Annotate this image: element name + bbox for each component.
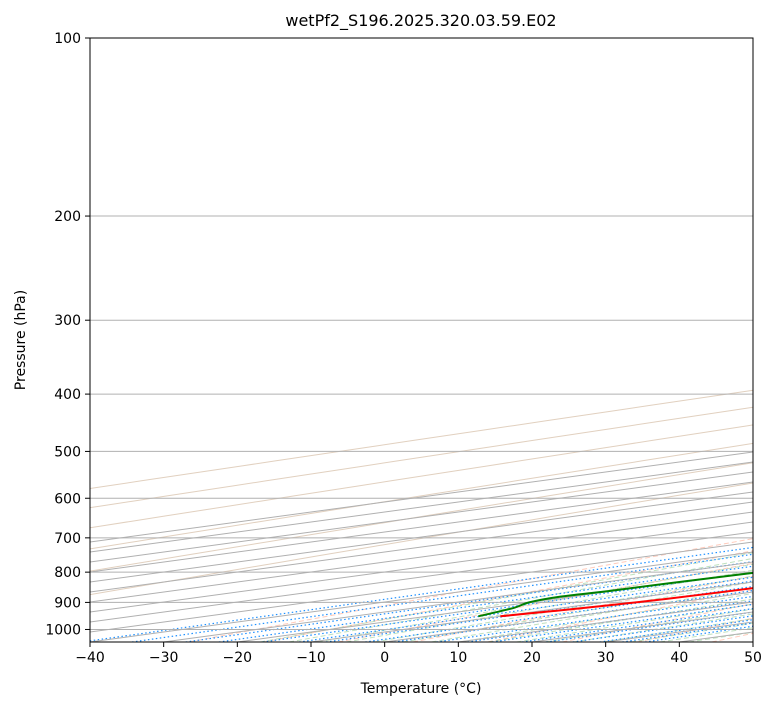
y-tick-label: 800 (54, 565, 81, 581)
moist-adiabat (260, 552, 753, 642)
mixing-ratio-line (365, 585, 753, 642)
dry-adiabat (562, 603, 753, 642)
dry-adiabat-cold (90, 462, 753, 572)
x-tick-label: 10 (449, 650, 467, 666)
y-tick-label: 400 (54, 387, 81, 403)
isotherm-line (90, 531, 753, 623)
isotherm-line (90, 541, 753, 633)
isotherm-line (752, 641, 753, 642)
isotherm-line (90, 511, 753, 603)
x-tick-label: −30 (149, 650, 179, 666)
y-tick-label: 600 (54, 491, 81, 507)
y-tick-label: 1000 (45, 622, 81, 638)
y-tick-label: 100 (54, 31, 81, 47)
y-tick-label: 500 (54, 444, 81, 460)
isotherm-line (531, 611, 753, 642)
isotherm-line (90, 551, 753, 642)
isotherm-line (90, 521, 753, 613)
isotherm-line (90, 471, 753, 563)
dry-adiabat (263, 550, 753, 642)
x-tick-label: −40 (75, 650, 105, 666)
dry-adiabat-cold (90, 482, 753, 596)
dry-adiabat (487, 589, 753, 642)
isotherm-line (90, 491, 753, 583)
chart-title: wetPf2_S196.2025.320.03.59.E02 (285, 11, 556, 31)
x-tick-label: −20 (223, 650, 253, 666)
moist-adiabat (403, 581, 753, 642)
plot-frame (89, 37, 754, 643)
x-axis-label: Temperature (°C) (360, 681, 482, 697)
grid-lines (90, 38, 753, 642)
isotherm-line (310, 581, 753, 642)
y-axis-label: Pressure (hPa) (13, 290, 29, 390)
isotherm-line (384, 591, 753, 642)
x-tick-label: 20 (523, 650, 541, 666)
moist-adiabat (459, 592, 753, 642)
isotherm-line (90, 501, 753, 593)
moist-adiabat (288, 557, 753, 642)
isotherm-line (605, 621, 753, 642)
dry-adiabat (711, 632, 753, 642)
y-tick-label: 700 (54, 531, 81, 547)
moist-adiabat (487, 598, 753, 642)
x-tick-label: 30 (597, 650, 615, 666)
axes: −40 −30 −20 −10 0 10 20 30 40 50 100 200 300 400 500 60… (45, 31, 762, 666)
y-tick-label: 900 (54, 595, 81, 611)
x-tick-label: 0 (380, 650, 389, 666)
mixing-ratio-line (262, 571, 753, 642)
x-tick-label: 50 (744, 650, 762, 666)
dry-adiabat (636, 617, 753, 642)
x-tick-label: −10 (296, 650, 326, 666)
x-tick-label: 40 (670, 650, 688, 666)
moist-adiabat (516, 603, 753, 642)
mixing-ratio-line (299, 576, 753, 642)
isotherm-line (90, 461, 753, 553)
dry-adiabat-cold (90, 442, 753, 550)
y-tick-label: 200 (54, 209, 81, 225)
moist-adiabat (374, 575, 753, 642)
moist-adiabat (602, 618, 753, 642)
isotherm-line (90, 481, 753, 573)
moist-adiabat (689, 631, 753, 642)
moist-adiabat (317, 563, 753, 642)
temperature-series-line (500, 587, 753, 618)
isotherm-line (679, 631, 753, 642)
moist-adiabat (431, 587, 753, 642)
y-tick-label: 300 (54, 313, 81, 329)
isotherm-line (90, 451, 753, 543)
dry-adiabat (338, 562, 753, 642)
